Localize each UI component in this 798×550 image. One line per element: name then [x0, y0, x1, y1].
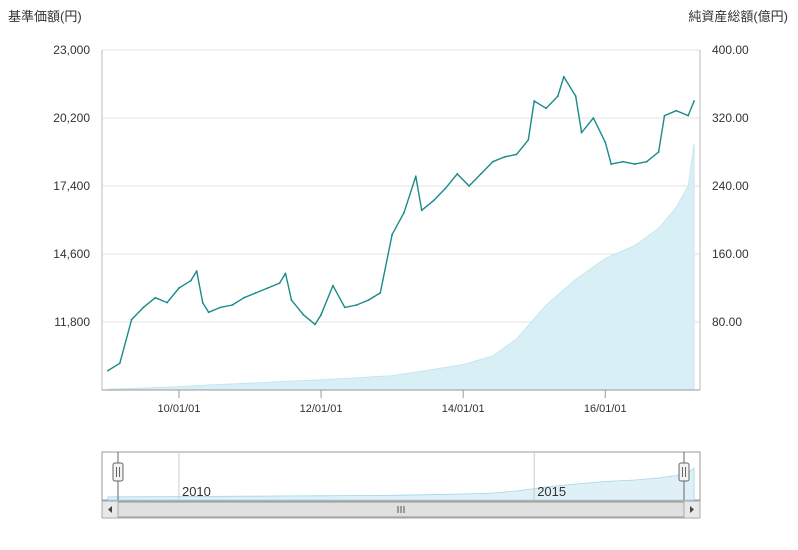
nav-point — [675, 109, 678, 112]
navigator-year-label: 2015 — [537, 484, 566, 499]
nav-point — [693, 100, 695, 102]
gridlines — [102, 49, 700, 323]
nav-point — [622, 160, 624, 163]
left-tick-label: 20,200 — [53, 111, 90, 125]
left-tick-label: 11,800 — [54, 315, 90, 329]
nav-point — [118, 362, 121, 365]
right-tick-label: 400.00 — [712, 43, 749, 57]
nav-point — [219, 306, 222, 309]
nav-point — [290, 299, 293, 301]
nav-point — [201, 301, 204, 304]
arrow-right-icon — [690, 506, 694, 513]
nav-point — [491, 160, 494, 163]
nav-line-layer — [107, 75, 695, 372]
nav-point — [403, 211, 405, 214]
x-tick-labels: 10/01/01 12/01/01 14/01/01 16/01/01 — [158, 390, 627, 415]
nav-point — [314, 323, 316, 326]
nav-point — [320, 313, 322, 316]
navigator-handle-right[interactable] — [678, 462, 690, 482]
nav-point — [503, 156, 506, 158]
right-axis-title: 純資産総額(億円) — [688, 9, 788, 24]
nav-point — [444, 187, 447, 190]
nav-point — [332, 284, 334, 287]
nav-point — [574, 95, 577, 97]
nav-point — [255, 292, 257, 294]
nav-point — [189, 279, 192, 282]
nav-point — [687, 114, 690, 117]
nav-point — [480, 173, 482, 175]
nav-point — [355, 304, 358, 306]
nav-point — [592, 117, 595, 119]
left-tick-label: 14,600 — [53, 247, 90, 261]
nav-point — [610, 163, 613, 166]
x-tick-label: 10/01/01 — [158, 403, 201, 415]
nav-point — [367, 299, 370, 301]
right-tick-label: 240.00 — [712, 179, 749, 193]
nav-point — [302, 313, 305, 316]
nav-point — [420, 209, 423, 212]
nav-point — [414, 175, 417, 178]
navigator-series — [107, 467, 695, 501]
right-tick-label: 80.00 — [712, 315, 742, 329]
nav-point — [231, 304, 234, 306]
nav-point — [557, 95, 559, 97]
right-tick-label: 160.00 — [712, 247, 749, 261]
navigator-handle-left[interactable] — [112, 462, 124, 482]
nav-point — [207, 311, 210, 314]
nav-point — [195, 270, 198, 272]
nav-point — [278, 282, 281, 284]
nav-point — [645, 160, 648, 163]
nav-point — [634, 163, 636, 166]
net-assets-area — [107, 143, 695, 391]
right-tick-labels: 400.00 320.00 240.00 160.00 80.00 — [712, 43, 749, 329]
right-tick-label: 320.00 — [712, 111, 749, 125]
nav-point — [545, 107, 547, 110]
nav-point — [166, 301, 169, 304]
nav-point — [604, 141, 607, 144]
nav-point — [657, 151, 660, 153]
nav-point — [142, 306, 145, 309]
nav-point — [154, 296, 157, 299]
navigator-year-label: 2010 — [182, 484, 211, 499]
x-tick-label: 12/01/01 — [300, 403, 343, 415]
nav-point — [130, 318, 133, 321]
nav-point — [533, 100, 536, 102]
left-tick-label: 17,400 — [53, 179, 90, 193]
left-axis-title: 基準価額(円) — [8, 9, 82, 24]
net-assets-area-layer — [107, 143, 695, 391]
nav-point — [243, 296, 246, 299]
nav-point — [527, 139, 530, 141]
left-tick-label: 23,000 — [53, 43, 90, 57]
nav-point — [515, 153, 518, 156]
nav-point — [580, 131, 583, 134]
nav-point — [178, 287, 180, 289]
nav-point — [284, 272, 287, 275]
left-tick-labels: 23,000 20,200 17,400 14,600 11,800 — [53, 43, 90, 329]
arrow-left-icon — [108, 506, 112, 513]
navigator[interactable]: 2010 2015 — [101, 451, 701, 519]
nav-point — [456, 173, 459, 175]
nav-point — [107, 369, 109, 372]
nav-point — [432, 199, 435, 202]
nav-point — [468, 185, 470, 187]
nav-point — [379, 292, 382, 294]
x-tick-label: 16/01/01 — [584, 403, 627, 415]
x-tick-label: 14/01/01 — [442, 403, 485, 415]
axes-layer — [101, 50, 701, 391]
nav-point — [266, 287, 269, 289]
nav-point — [663, 114, 666, 117]
nav-point — [562, 75, 565, 78]
nav-point — [343, 306, 346, 309]
nav-point — [391, 233, 393, 236]
